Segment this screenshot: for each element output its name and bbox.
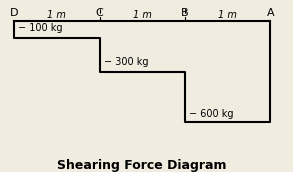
Text: − 300 kg: − 300 kg: [104, 57, 148, 67]
Text: − 600 kg: − 600 kg: [189, 109, 234, 119]
Text: B: B: [181, 8, 189, 18]
Text: Shearing Force Diagram: Shearing Force Diagram: [57, 159, 227, 172]
Text: 1 m: 1 m: [47, 10, 66, 20]
Text: − 100 kg: − 100 kg: [18, 23, 63, 33]
Text: D: D: [10, 8, 18, 18]
Text: 1 m: 1 m: [133, 10, 152, 20]
Text: C: C: [96, 8, 103, 18]
Text: 1 m: 1 m: [218, 10, 237, 20]
Text: A: A: [266, 8, 274, 18]
